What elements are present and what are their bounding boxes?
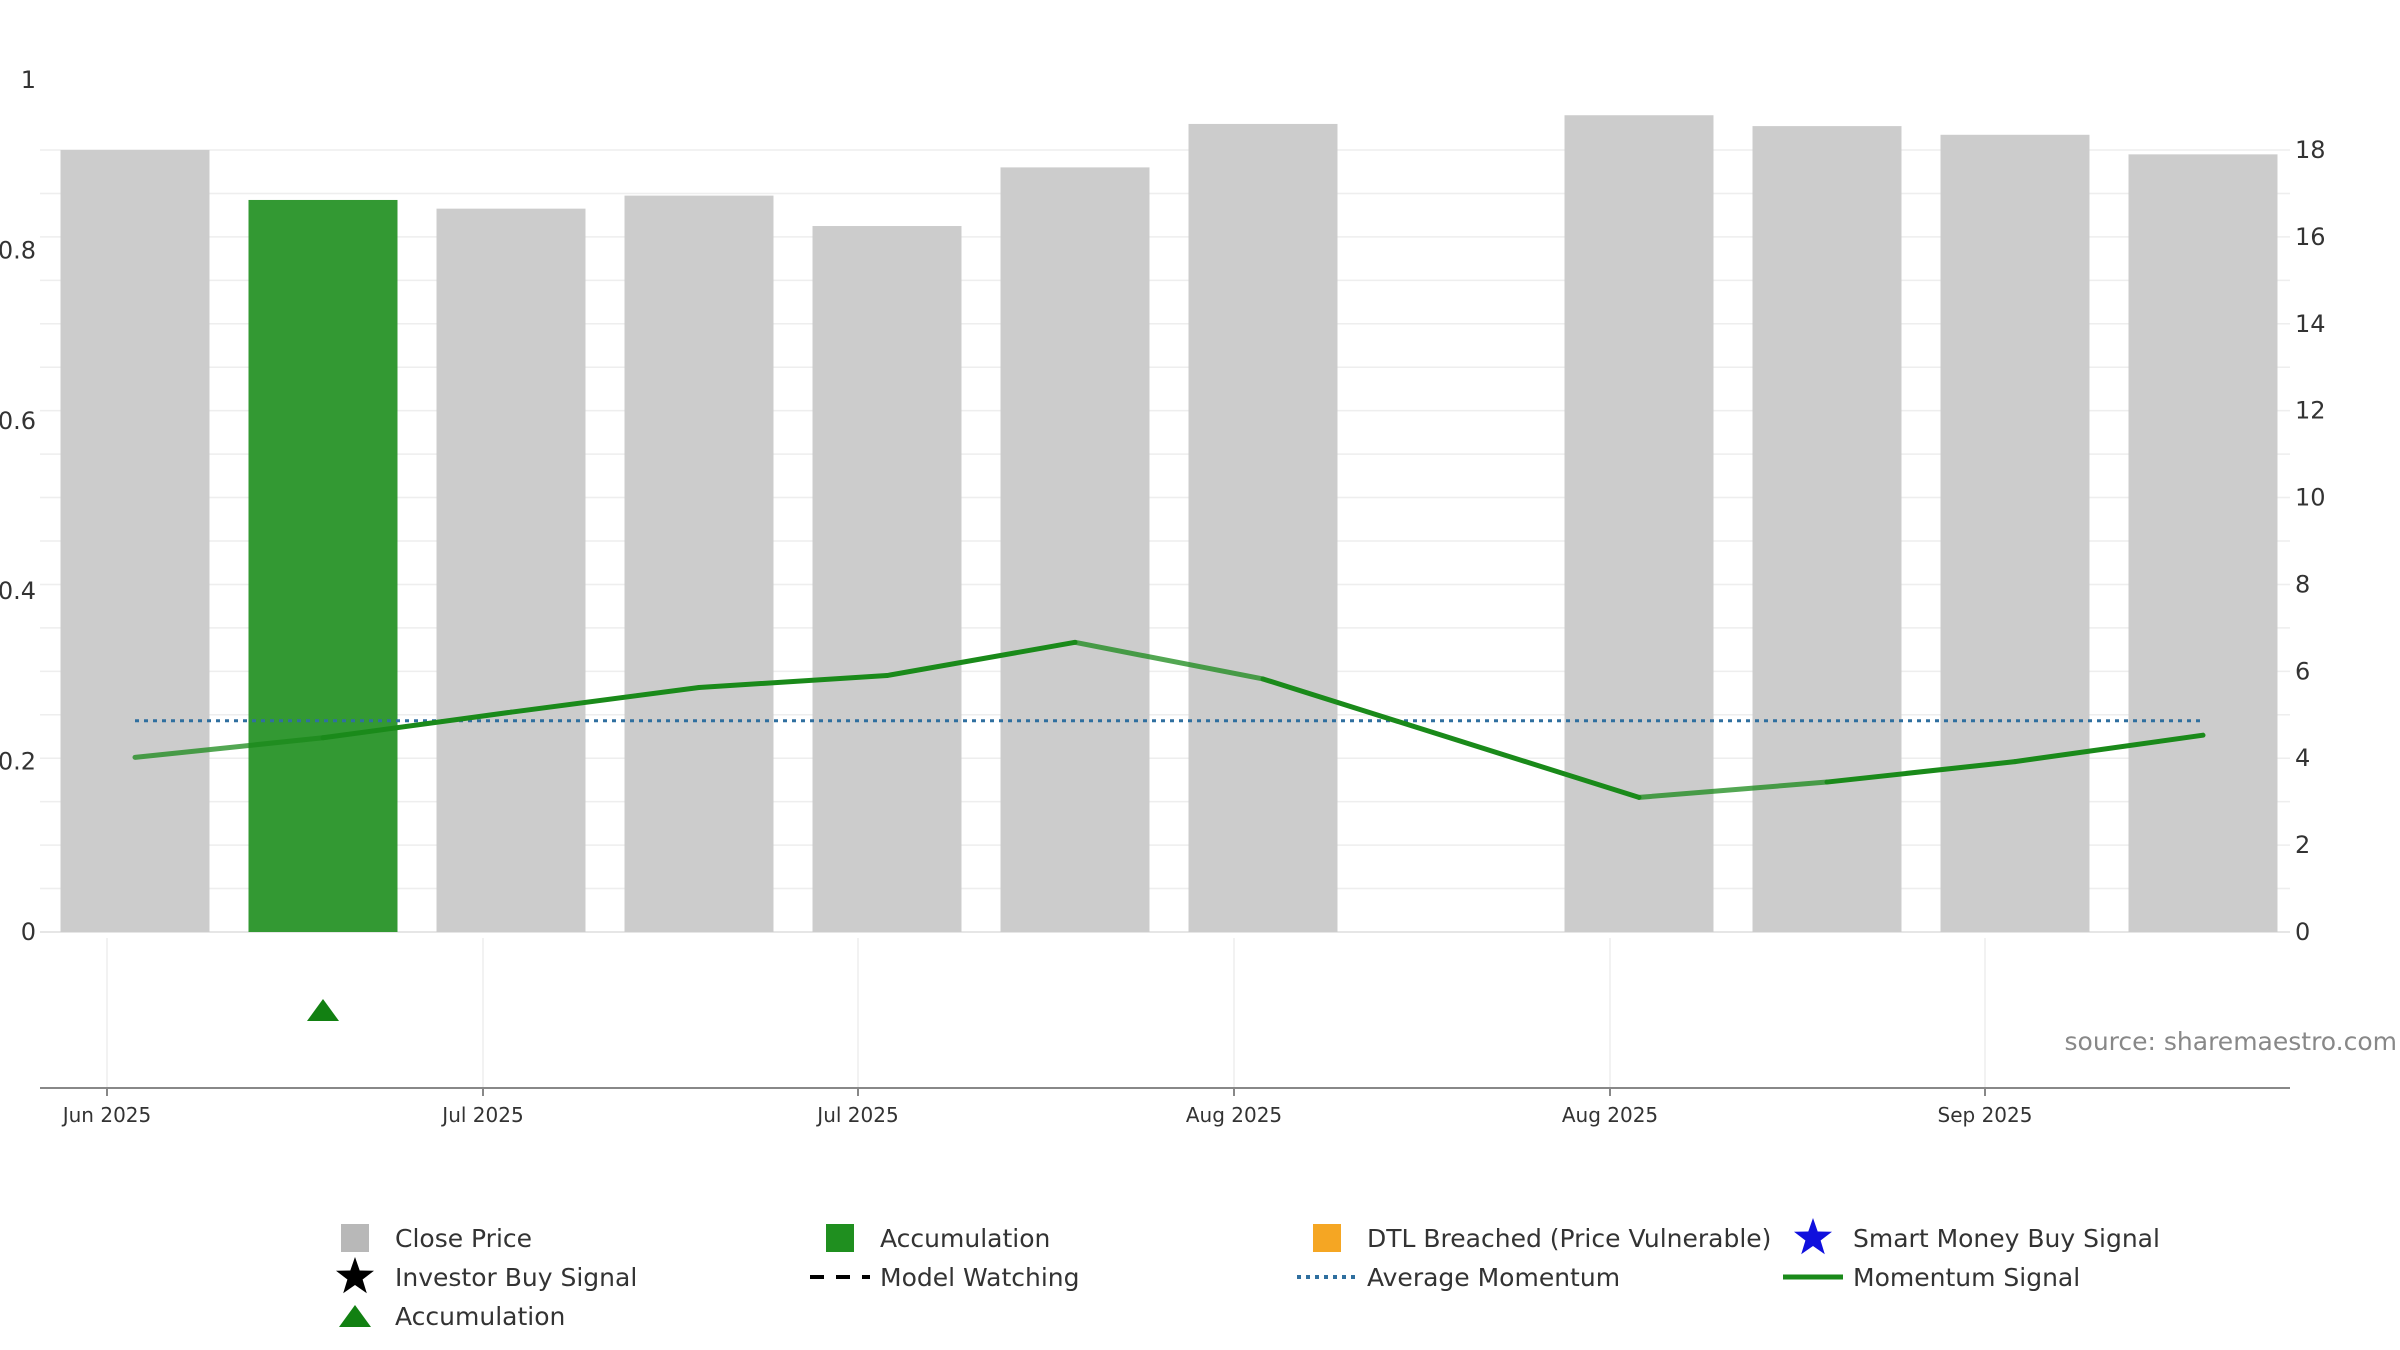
close-price-bar — [436, 208, 586, 932]
legend-label: Average Momentum — [1367, 1263, 1620, 1292]
legend-item: Momentum Signal — [1783, 1263, 2080, 1292]
y-right-tick: 6 — [2295, 657, 2310, 685]
y-right-tick: 16 — [2295, 223, 2326, 251]
y-left-tick: 0.6 — [0, 407, 36, 435]
close-price-bar — [1000, 167, 1150, 932]
y-right-tick: 10 — [2295, 484, 2326, 512]
y-right-tick: 8 — [2295, 570, 2310, 598]
grid-lines — [40, 149, 2290, 1088]
legend-label: Investor Buy Signal — [395, 1263, 637, 1292]
x-tick-label: Jul 2025 — [440, 1103, 523, 1127]
accumulation-triangle-marker — [307, 999, 339, 1021]
momentum-segment — [2012, 732, 2206, 765]
x-tick-label: Jun 2025 — [61, 1103, 152, 1127]
y-right-tick: 18 — [2295, 136, 2326, 164]
x-tick-label: Aug 2025 — [1186, 1103, 1282, 1127]
close-price-bar — [624, 195, 774, 932]
legend-star-icon — [1794, 1218, 1832, 1255]
x-tick-label: Aug 2025 — [1562, 1103, 1658, 1127]
legend-square-icon — [341, 1224, 369, 1252]
momentum-segment — [1072, 639, 1266, 682]
momentum-segment — [1824, 759, 2018, 785]
legend-triangle-icon — [339, 1305, 371, 1327]
legend: Close Price Accumulation DTL Breached (Pri… — [336, 1218, 2160, 1331]
momentum-segment — [884, 639, 1078, 679]
legend-square-icon — [1313, 1224, 1341, 1252]
source-label: source: sharemaestro.com — [2065, 1027, 2398, 1056]
close-price-bar — [1940, 134, 2090, 933]
close-price-bar — [1752, 126, 1902, 933]
x-tick-label: Sep 2025 — [1938, 1103, 2033, 1127]
legend-item: Investor Buy Signal — [336, 1257, 637, 1294]
legend-square-icon — [826, 1224, 854, 1252]
accumulation-bar — [248, 199, 398, 932]
legend-label: Momentum Signal — [1853, 1263, 2080, 1292]
close-price-bar — [60, 150, 210, 932]
legend-item: Smart Money Buy Signal — [1794, 1218, 2160, 1255]
legend-item: Accumulation — [339, 1302, 565, 1331]
momentum-segment — [696, 673, 890, 690]
y-right-tick: 2 — [2295, 831, 2310, 859]
legend-label: Model Watching — [880, 1263, 1080, 1292]
close-price-bar — [812, 226, 962, 932]
momentum-segment — [132, 735, 326, 760]
y-right-tick: 14 — [2295, 310, 2326, 338]
close-price-bar — [1564, 115, 1714, 932]
legend-star-icon — [336, 1257, 374, 1294]
legend-label: Close Price — [395, 1224, 532, 1253]
y-left-tick: 0.8 — [0, 236, 36, 264]
signal-markers — [307, 999, 339, 1021]
x-tick-label: Jul 2025 — [815, 1103, 898, 1127]
close-price-bars — [60, 115, 2278, 933]
legend-item: Close Price — [341, 1224, 532, 1253]
close-price-bar — [1188, 123, 1338, 932]
legend-item: Accumulation — [826, 1224, 1050, 1253]
legend-item: DTL Breached (Price Vulnerable) — [1313, 1224, 1771, 1253]
y-left-tick: 0 — [21, 918, 36, 946]
legend-label: Smart Money Buy Signal — [1853, 1224, 2160, 1253]
legend-label: Accumulation — [880, 1224, 1050, 1253]
momentum-signal-line — [132, 639, 2206, 800]
legend-label: Accumulation — [395, 1302, 565, 1331]
y-left-tick: 1 — [21, 66, 36, 94]
momentum-segment — [1260, 676, 1642, 800]
y-left-tick: 0.2 — [0, 748, 36, 776]
legend-item: Model Watching — [810, 1263, 1080, 1292]
legend-label: DTL Breached (Price Vulnerable) — [1367, 1224, 1771, 1253]
close-price-bar — [2128, 154, 2278, 932]
momentum-segment — [1636, 779, 1830, 800]
y-right-tick: 4 — [2295, 744, 2310, 772]
y-left-tick: 0.4 — [0, 577, 36, 605]
y-right-tick: 0 — [2295, 918, 2310, 946]
momentum-segment — [508, 684, 702, 715]
y-right-tick: 12 — [2295, 397, 2326, 425]
momentum-segment — [320, 709, 514, 741]
legend-item: Average Momentum — [1297, 1263, 1620, 1292]
